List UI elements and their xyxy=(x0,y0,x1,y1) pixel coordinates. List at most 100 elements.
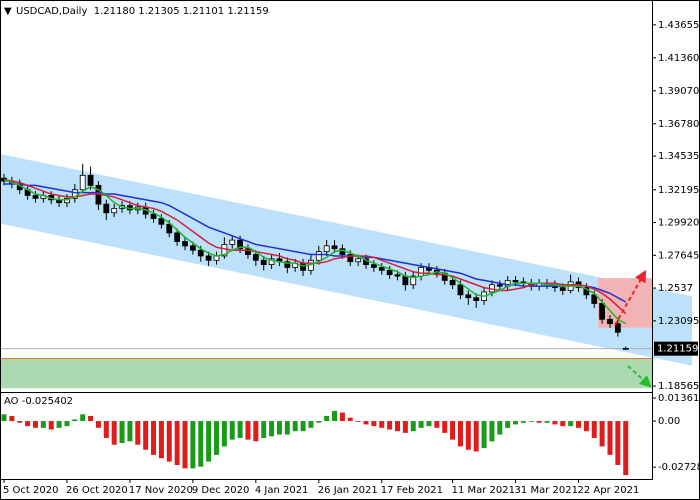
x-tick-label: 9 Dec 2020 xyxy=(192,485,250,496)
moving-average xyxy=(3,178,627,325)
x-tick-label: 5 Oct 2020 xyxy=(3,485,58,496)
candle-body xyxy=(166,223,173,234)
ao-bar xyxy=(599,421,605,447)
ao-bar xyxy=(17,421,23,423)
ao-bar xyxy=(489,421,495,442)
candle-body xyxy=(386,269,393,276)
down-arrow xyxy=(627,365,652,388)
ao-bar xyxy=(552,421,558,425)
ao-bar xyxy=(513,421,519,425)
ao-bar xyxy=(426,421,432,427)
ao-bar xyxy=(347,417,353,422)
candle-body xyxy=(622,347,629,350)
y-tick-label: 1.43655 xyxy=(658,20,699,31)
ao-bar xyxy=(520,421,526,423)
x-tick-label: 22 Apr 2021 xyxy=(578,485,640,496)
y-tick-label: 1.27645 xyxy=(658,250,699,261)
candle-body xyxy=(103,203,110,214)
y-tick-label: 1.29920 xyxy=(658,218,699,229)
ao-bar xyxy=(607,421,613,455)
candle-body xyxy=(496,284,503,287)
candle-body xyxy=(205,255,212,261)
y-tick-label: 1.23095 xyxy=(658,316,699,327)
ao-bar xyxy=(25,421,31,427)
ao-bar xyxy=(190,421,196,469)
candle-body xyxy=(355,258,362,263)
ao-bar xyxy=(253,421,259,442)
candle-body xyxy=(182,241,188,247)
y-tick-label: 1.41360 xyxy=(658,53,699,64)
ao-bar xyxy=(418,421,424,428)
candle-body xyxy=(237,239,244,250)
ao-bar xyxy=(505,421,511,428)
candle-body xyxy=(229,239,236,245)
candle-body xyxy=(71,189,78,199)
candle-body xyxy=(79,174,86,191)
candle-body xyxy=(614,323,621,333)
ao-bar xyxy=(473,421,479,452)
ao-bar xyxy=(229,421,235,440)
candle-body xyxy=(599,303,606,320)
candle-body xyxy=(252,254,259,261)
ao-bar xyxy=(591,421,597,438)
ao-bar xyxy=(56,421,62,428)
y-tick-label: 1.34535 xyxy=(658,151,699,162)
y-tick-label: 1.18565 xyxy=(658,381,699,392)
candle-body xyxy=(189,245,196,251)
ao-bar xyxy=(182,421,188,469)
candle-body xyxy=(284,261,291,268)
candle-body xyxy=(465,294,472,299)
ao-bar xyxy=(88,415,94,422)
candle-body xyxy=(347,254,354,263)
current-price-label: 1.21159 xyxy=(657,344,698,355)
candle-body xyxy=(158,218,165,225)
candle-body xyxy=(591,294,598,304)
x-tick-label: 17 Feb 2021 xyxy=(381,485,443,496)
y-tick-label: 1.39070 xyxy=(658,86,699,97)
candle-body xyxy=(331,245,338,250)
candle-body xyxy=(150,213,157,219)
candle-body xyxy=(378,267,385,271)
header-arrow: ▼ xyxy=(4,6,12,17)
ao-bar xyxy=(174,421,180,465)
x-tick-label: 31 Mar 2021 xyxy=(515,485,578,496)
ao-bar xyxy=(528,421,534,422)
ao-bar xyxy=(40,421,46,428)
candle-body xyxy=(449,280,456,286)
candle-body xyxy=(473,297,480,301)
ao-bar xyxy=(387,421,393,430)
ao-bar xyxy=(339,412,345,422)
ao-bar xyxy=(457,421,463,447)
ao-bar xyxy=(576,421,582,428)
ao-bar xyxy=(497,421,503,435)
ao-bar xyxy=(32,421,38,428)
chart-header: USDCAD,Daily 1.21180 1.21305 1.21101 1.2… xyxy=(16,6,269,17)
ao-bar xyxy=(434,421,440,428)
y-tick-label: 1.36780 xyxy=(658,119,699,130)
ao-bar xyxy=(9,415,15,422)
ao-bar xyxy=(324,415,330,422)
ao-bar xyxy=(395,421,400,432)
zone-box xyxy=(598,278,652,328)
ao-bar xyxy=(410,421,416,432)
ao-bar xyxy=(623,421,629,476)
ao-bar xyxy=(143,421,149,450)
ao-bar xyxy=(95,421,101,428)
ao-bar xyxy=(221,421,227,447)
zone-box xyxy=(0,358,652,389)
ao-bar xyxy=(363,421,369,425)
x-tick-label: 26 Jan 2021 xyxy=(318,485,378,496)
ao-bar xyxy=(127,421,133,442)
moving-average xyxy=(4,183,627,303)
ao-title: AO -0.025402 xyxy=(4,396,73,407)
ao-bar xyxy=(276,421,282,435)
ao-bar xyxy=(237,421,243,438)
y-tick-label: 0.013614 xyxy=(658,393,700,404)
ao-bar xyxy=(119,421,125,444)
ao-bar xyxy=(355,421,361,422)
candle-body xyxy=(559,287,566,291)
current-price-box xyxy=(654,341,698,356)
candle-body xyxy=(174,232,181,242)
x-tick-label: 11 Mar 2021 xyxy=(452,485,515,496)
candle-body xyxy=(410,275,417,286)
